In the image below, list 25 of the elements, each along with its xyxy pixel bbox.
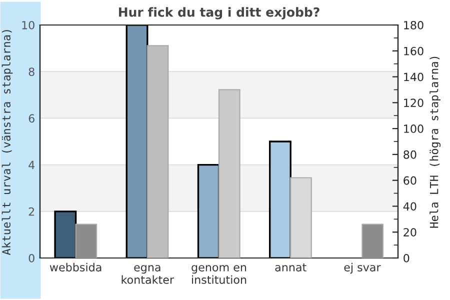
- y2-tick-label: 80: [404, 150, 416, 159]
- y2-tick-label: 60: [404, 176, 416, 185]
- y2-tick-label: 100: [404, 124, 424, 133]
- y2-axis-title: Hela LTH (högra staplarna): [430, 56, 441, 228]
- y2-tick-label: 160: [404, 46, 424, 56]
- y2-tick-label: 20: [404, 228, 416, 236]
- y-tick-label: 6: [28, 114, 34, 123]
- x-tick-label: webbsida: [50, 262, 102, 272]
- x-tick-label: genom en institution: [192, 265, 246, 284]
- y-tick-label: 10: [22, 20, 34, 30]
- y-tick-label: 2: [28, 207, 34, 216]
- x-tick-label: ej svar: [344, 262, 381, 274]
- x-tick-label: egna kontakter: [122, 265, 174, 284]
- y2-tick-label: 180: [404, 20, 424, 30]
- y2-tick-label: 120: [404, 98, 424, 108]
- y-tick-label: 4: [28, 160, 35, 170]
- chart-title: Hur fick du tag i ditt exjobb?: [118, 7, 320, 20]
- x-tick-label: annat: [275, 264, 306, 272]
- y2-tick-label: 140: [404, 72, 424, 82]
- y2-tick-label: 40: [403, 202, 416, 211]
- y-tick-label: 8: [28, 68, 34, 76]
- bar: [362, 224, 384, 258]
- y2-tick-label: 0: [404, 254, 410, 262]
- y-axis-title: Aktuellt urval (vänstra staplarna): [2, 30, 13, 256]
- y-tick-label: 0: [28, 254, 34, 262]
